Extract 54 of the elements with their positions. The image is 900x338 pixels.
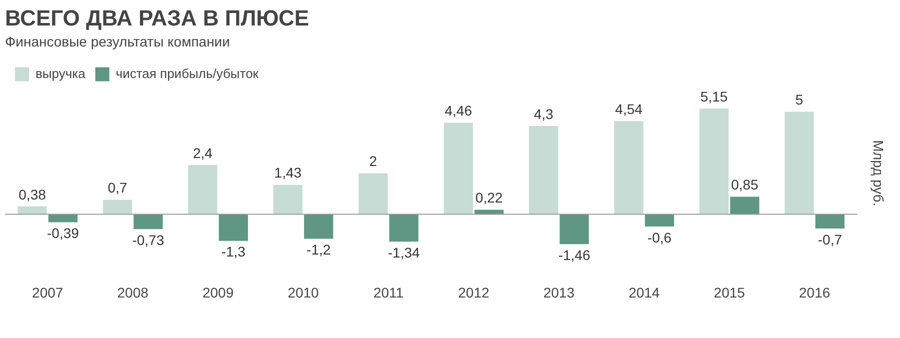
data-label: -0,73 [132, 232, 164, 248]
data-label: -1,34 [388, 244, 420, 261]
bar [389, 214, 418, 242]
x-tick-label: 2010 [288, 284, 320, 300]
legend-label: выручка [36, 66, 86, 81]
x-tick-label: 2012 [458, 284, 490, 300]
chart-title: ВСЕГО ДВА РАЗА В ПЛЮСЕ [5, 5, 310, 30]
x-tick-label: 2013 [543, 284, 575, 300]
bar [644, 214, 674, 226]
data-label: -0,6 [647, 229, 672, 246]
data-label: 1,43 [274, 164, 302, 181]
bar [614, 121, 644, 214]
bar [273, 184, 303, 214]
bar [218, 214, 248, 241]
data-label: 4,46 [444, 102, 472, 119]
bar [444, 122, 473, 214]
x-tick-label: 2008 [117, 284, 149, 300]
data-label: -0,39 [46, 225, 80, 242]
data-label: 4,3 [534, 106, 554, 122]
legend-label: чистая прибыль/убыток [116, 66, 259, 81]
bar [48, 214, 78, 222]
data-label: -1,2 [306, 242, 331, 258]
data-label: 4,54 [615, 100, 643, 117]
bar [560, 214, 589, 244]
data-label: 5 [795, 92, 804, 108]
bar [304, 214, 334, 239]
data-label: 0,7 [108, 180, 128, 196]
data-label: 2 [369, 153, 378, 170]
bar [134, 214, 163, 230]
bar [18, 206, 47, 214]
bar [815, 214, 844, 229]
bar [730, 196, 760, 214]
y-axis-title: Млрд руб. [870, 140, 887, 206]
data-label: 0,38 [18, 186, 46, 202]
x-tick-label: 2009 [202, 284, 234, 300]
bar [529, 126, 558, 214]
data-label: 0,85 [731, 176, 759, 193]
data-label: -1,3 [221, 244, 246, 260]
x-tick-label: 2007 [32, 284, 64, 300]
bar [188, 165, 218, 214]
chart-subtitle: Финансовые результаты компании [5, 34, 230, 50]
data-label: 2,4 [192, 144, 213, 161]
x-tick-label: 2011 [373, 284, 404, 300]
bar [102, 200, 132, 214]
data-label: -1,46 [558, 246, 590, 263]
bar [784, 112, 814, 214]
bar [358, 173, 388, 214]
data-label: 5,15 [700, 88, 728, 104]
x-tick-label: 2014 [628, 284, 660, 300]
bar [699, 108, 729, 214]
x-tick-label: 2016 [799, 284, 830, 300]
x-tick-label: 2015 [714, 284, 746, 300]
data-label: 0,22 [475, 190, 503, 206]
data-label: -0,7 [818, 231, 842, 248]
